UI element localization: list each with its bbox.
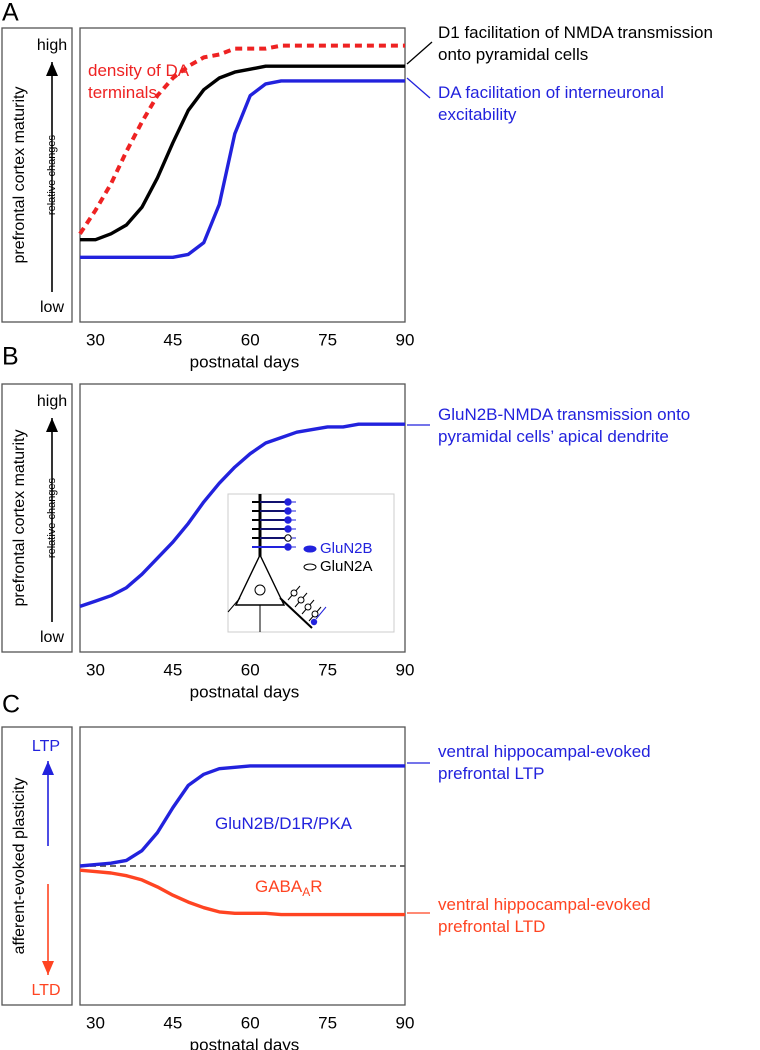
y-low-label: LTD <box>31 982 60 999</box>
x-tick-label: 60 <box>241 660 260 679</box>
x-tick-label: 45 <box>163 330 182 349</box>
receptor <box>310 618 318 626</box>
series-label: D1 facilitation of NMDA transmission ont… <box>438 23 713 64</box>
arrow-head <box>42 761 54 775</box>
receptor <box>284 543 292 551</box>
x-tick-label: 75 <box>318 1013 337 1032</box>
x-tick-label: 30 <box>86 1013 105 1032</box>
receptor <box>284 525 292 533</box>
x-tick-label: 60 <box>241 1013 260 1032</box>
inset-legend-label: GluN2A <box>320 558 373 575</box>
x-tick-label: 45 <box>163 1013 182 1032</box>
curve <box>80 64 405 242</box>
annotation: GABAAR <box>255 877 323 899</box>
x-tick-label: 90 <box>396 330 415 349</box>
annotation-suffix: R <box>310 877 322 896</box>
panel-letter: A <box>2 0 19 27</box>
arrow-head <box>46 62 58 76</box>
leader-line <box>406 41 433 65</box>
arrow-head <box>46 418 58 432</box>
curve <box>80 79 405 259</box>
series-label: ventral hippocampal-evoked prefrontal LT… <box>438 742 651 783</box>
y-axis-box <box>1 27 73 323</box>
curve <box>78 43 405 235</box>
arrow-head <box>42 961 54 975</box>
receptor <box>284 534 292 542</box>
receptor <box>311 610 319 618</box>
y-axis-label: prefrontal cortex maturity <box>11 87 28 264</box>
inset-legend-swatch <box>303 545 317 553</box>
curve <box>79 422 405 609</box>
inset-legend-label: GluN2B <box>320 540 373 557</box>
x-tick-label: 90 <box>396 660 415 679</box>
y-high-label: LTP <box>32 738 60 755</box>
receptor <box>297 596 305 604</box>
panel-letter: C <box>2 691 20 719</box>
x-axis-label: postnatal days <box>190 682 300 701</box>
y-axis-box <box>1 726 73 1006</box>
x-tick-label: 45 <box>163 660 182 679</box>
plot-box <box>79 383 406 653</box>
x-tick-label: 90 <box>396 1013 415 1032</box>
annotation-text: GluN2B/D1R/PKA <box>215 814 353 833</box>
receptor <box>284 516 292 524</box>
series-label: DA facilitation of interneuronal excitab… <box>438 83 664 124</box>
leader-line <box>406 77 431 99</box>
y-axis-label: prefrontal cortex maturity <box>11 430 28 607</box>
basal-dendrite <box>279 597 313 629</box>
y-high-label: high <box>37 37 67 54</box>
spine <box>315 606 327 620</box>
x-tick-label: 30 <box>86 330 105 349</box>
annotation: GluN2B/D1R/PKA <box>215 814 353 833</box>
x-axis-label: postnatal days <box>190 352 300 371</box>
x-tick-label: 30 <box>86 660 105 679</box>
receptor <box>284 507 292 515</box>
panel-letter: B <box>2 343 19 371</box>
basal-dendrite <box>227 597 241 613</box>
receptor <box>290 589 298 597</box>
y-low-label: low <box>40 629 64 646</box>
curve <box>79 868 405 917</box>
plot-box <box>79 27 406 323</box>
series-label: GluN2B-NMDA transmission onto pyramidal … <box>438 405 691 446</box>
curve <box>79 764 405 868</box>
x-tick-label: 75 <box>318 330 337 349</box>
series-label: density of DA terminals <box>88 61 190 102</box>
inset-legend-swatch <box>303 563 317 571</box>
receptor <box>304 603 312 611</box>
receptor <box>284 498 292 506</box>
annotation-text: GABA <box>255 877 303 896</box>
nucleus <box>254 584 266 596</box>
x-axis-label: postnatal days <box>190 1035 300 1050</box>
y-axis-box <box>1 383 73 653</box>
x-tick-label: 75 <box>318 660 337 679</box>
y-low-label: low <box>40 299 64 316</box>
series-label: ventral hippocampal-evoked prefrontal LT… <box>438 895 651 936</box>
annotation-subscript: A <box>302 885 310 899</box>
x-tick-label: 60 <box>241 330 260 349</box>
y-axis-label: afferent-evoked plasticity <box>11 778 28 955</box>
y-high-label: high <box>37 393 67 410</box>
